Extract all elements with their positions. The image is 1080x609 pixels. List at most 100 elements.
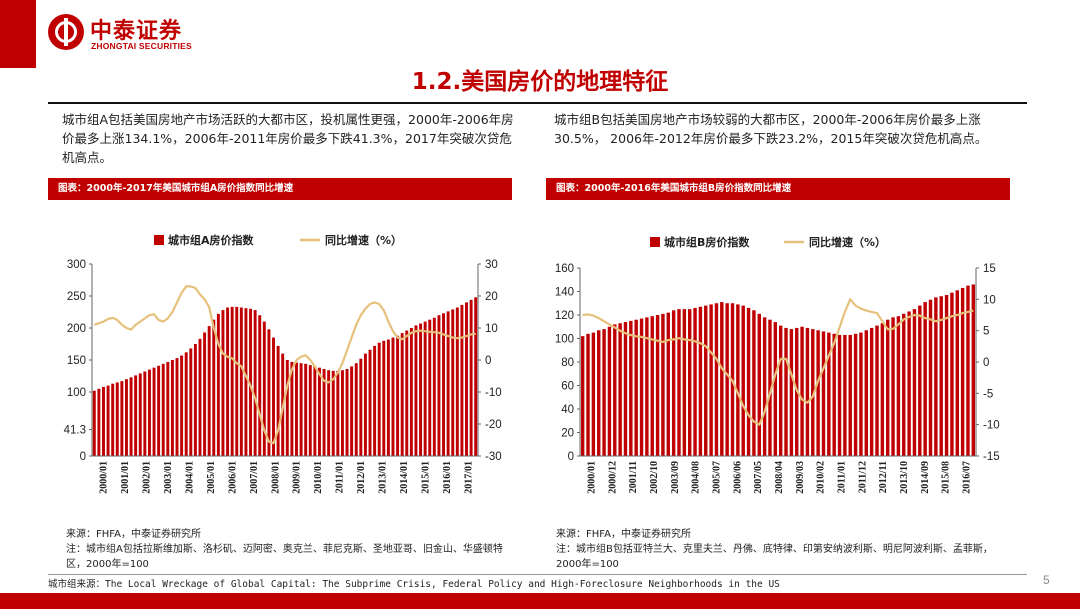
x-tick-label: 2013/01 xyxy=(378,461,389,494)
index-bar xyxy=(928,299,933,456)
index-bar xyxy=(290,361,294,456)
right-tick-label: 15 xyxy=(983,263,996,275)
index-bar xyxy=(120,381,124,456)
index-bar xyxy=(313,366,317,456)
index-bar xyxy=(295,362,298,456)
index-bar xyxy=(586,333,590,456)
index-bar xyxy=(469,299,473,456)
right-tick-label: 0 xyxy=(983,357,989,369)
left-tick-label: 250 xyxy=(67,291,86,303)
index-bar xyxy=(216,313,220,456)
index-bar xyxy=(230,306,234,456)
x-tick-label: 2008/01 xyxy=(270,461,281,494)
index-bar xyxy=(396,335,400,456)
index-bar xyxy=(869,327,874,456)
index-bar xyxy=(784,327,788,456)
index-bar xyxy=(474,297,478,456)
legend-bar-label: 城市组A房价指数 xyxy=(168,233,255,247)
x-tick-label: 2011/01 xyxy=(335,461,346,493)
legend-line-label: 同比增速（%） xyxy=(325,233,402,247)
index-bar xyxy=(350,366,354,456)
index-bar xyxy=(891,317,895,456)
legend-bar-swatch xyxy=(154,235,164,245)
index-bar xyxy=(853,333,858,456)
index-bar xyxy=(885,319,890,456)
index-bar xyxy=(405,330,409,456)
left-note-line: 注：城市组A包括拉斯维加斯、洛杉矶、迈阿密、奥克兰、菲尼克斯、圣地亚哥、旧金山、… xyxy=(66,544,503,570)
index-bar xyxy=(634,319,638,456)
bottom-brand-bar xyxy=(0,593,1080,609)
x-tick-label: 2006/01 xyxy=(227,461,238,494)
x-tick-label: 2015/08 xyxy=(941,461,952,494)
index-bar xyxy=(226,307,230,456)
index-bar xyxy=(714,303,719,456)
legend-bar-swatch xyxy=(650,237,660,247)
index-bar xyxy=(752,310,756,456)
x-tick-label: 2016/07 xyxy=(962,461,973,494)
right-note-line: 注：城市组B包括亚特兰大、克里夫兰、丹佛、底特律、印第安纳波利斯、明尼阿波利斯、… xyxy=(556,544,993,570)
index-bar xyxy=(184,352,188,456)
right-tick-label: -10 xyxy=(983,420,1000,432)
left-source-line: 来源：FHFA，中泰证券研究所 xyxy=(66,529,201,540)
index-bar xyxy=(331,370,335,456)
x-tick-label: 2013/10 xyxy=(899,461,910,494)
left-tick-label: 20 xyxy=(561,428,574,440)
x-tick-label: 2002/01 xyxy=(142,461,153,494)
index-bar xyxy=(661,313,665,456)
index-bar xyxy=(811,329,815,456)
index-bar xyxy=(698,306,703,456)
index-bar xyxy=(693,307,697,456)
index-bar xyxy=(106,385,110,456)
x-tick-label: 2000/12 xyxy=(607,461,618,494)
index-bar xyxy=(597,330,601,456)
chart-city-group-b: 城市组B房价指数 同比增速（%）020406080100120140160-15-… xyxy=(555,235,1000,494)
index-bar xyxy=(768,319,772,456)
page-title: 1.2.美国房价的地理特征 xyxy=(411,69,669,95)
yoy-line xyxy=(93,285,476,445)
title-divider xyxy=(48,102,1027,104)
right-source-line: 来源：FHFA，中泰证券研究所 xyxy=(556,529,691,540)
brand-side-bar xyxy=(0,0,36,68)
x-tick-label: 2007/05 xyxy=(753,461,764,494)
index-bar xyxy=(832,333,836,456)
x-tick-label: 2010/01 xyxy=(313,461,324,494)
index-bar xyxy=(147,369,151,456)
x-tick-label: 2009/01 xyxy=(292,461,303,494)
index-bar xyxy=(709,304,713,456)
index-bar xyxy=(618,323,622,456)
x-tick-label: 2017/01 xyxy=(463,461,474,494)
index-bar xyxy=(102,386,105,456)
x-tick-label: 2001/01 xyxy=(120,461,131,494)
right-tick-label: 10 xyxy=(485,323,498,335)
index-bar xyxy=(465,302,468,456)
index-bar xyxy=(629,320,633,457)
right-chart-caption: 图表：2000年-2016年美国城市组B房价指数同比增速 xyxy=(546,178,1010,200)
index-bar xyxy=(934,297,938,457)
index-bar xyxy=(800,326,804,456)
index-bar xyxy=(249,308,253,456)
index-bar xyxy=(258,315,262,456)
right-tick-label: 5 xyxy=(983,326,989,338)
index-bar xyxy=(138,373,142,456)
index-bar xyxy=(409,328,413,456)
right-tick-label: 0 xyxy=(485,355,491,367)
index-bar xyxy=(262,321,266,456)
x-tick-label: 2014/09 xyxy=(920,461,931,494)
left-tick-label: 41.3 xyxy=(64,425,86,437)
index-bar xyxy=(304,363,308,456)
left-tick-label: 60 xyxy=(561,381,574,393)
index-bar xyxy=(143,371,147,456)
index-bar xyxy=(207,326,211,456)
index-bar xyxy=(960,287,965,456)
index-bar xyxy=(837,334,842,456)
x-tick-label: 2000/01 xyxy=(586,461,597,494)
index-bar xyxy=(725,303,729,456)
x-tick-label: 2015/01 xyxy=(420,461,431,494)
index-bar xyxy=(373,345,377,456)
index-bar xyxy=(203,332,207,456)
index-bar xyxy=(363,353,367,456)
index-bar xyxy=(437,315,441,456)
index-bar xyxy=(400,333,404,456)
x-tick-label: 2012/11 xyxy=(878,461,889,493)
index-bar xyxy=(966,285,970,457)
